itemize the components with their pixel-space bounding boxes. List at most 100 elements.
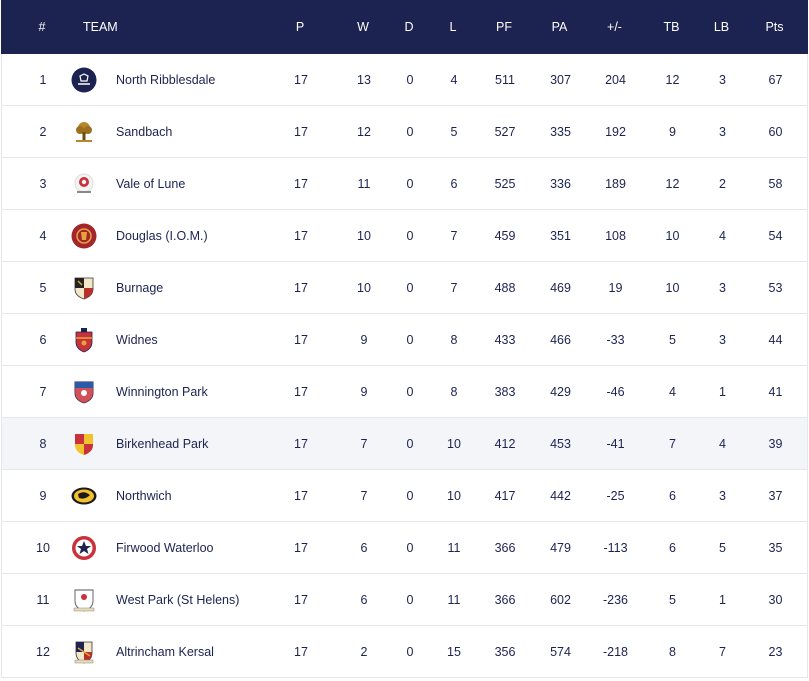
won: 2 [360,644,368,659]
points-difference: -41 [606,436,625,451]
team-name[interactable]: Vale of Lune [116,176,186,191]
points-difference: -236 [602,592,629,607]
points-against: 469 [550,280,571,295]
table-row[interactable]: 7 Winnington Park 17 9 0 8 383 429 -46 4… [1,366,808,418]
row-team[interactable]: Northwich [71,482,262,509]
points-against: 429 [550,384,571,399]
row-team[interactable]: Firwood Waterloo [71,534,262,561]
row-team[interactable]: Widnes [75,326,262,353]
burnage-crest-icon [70,274,97,301]
table-row[interactable]: 8 Birkenhead Park 17 7 0 10 412 453 -41 … [1,418,808,470]
points: 60 [768,124,783,139]
try-bonus: 9 [669,124,676,139]
douglas-crest-icon [70,222,97,249]
try-bonus: 12 [665,72,680,87]
row-position: 3 [39,176,47,191]
table-row[interactable]: 5 Burnage 17 10 0 7 488 469 19 10 3 53 [1,262,808,314]
losing-bonus: 3 [719,72,726,87]
losing-bonus: 3 [719,124,726,139]
row-team[interactable]: Altrincham Kersal [74,638,262,665]
won: 6 [360,592,368,607]
row-position: 9 [39,488,47,503]
points-for: 383 [494,384,516,399]
points-against: 602 [550,592,571,607]
won: 10 [357,228,371,243]
team-name[interactable]: Sandbach [116,124,173,139]
lost: 11 [447,592,461,607]
try-bonus: 6 [669,540,676,555]
row-team[interactable]: Douglas (I.O.M.) [71,222,262,249]
row-team[interactable]: North Ribblesdale [71,66,262,93]
drawn: 0 [406,384,414,399]
winnington-park-crest-icon [70,378,97,405]
team-name[interactable]: Birkenhead Park [116,436,209,451]
team-name[interactable]: Douglas (I.O.M.) [116,228,208,243]
lost: 6 [450,176,458,191]
row-team[interactable]: Vale of Lune [74,170,262,197]
points: 58 [768,176,783,191]
table-row[interactable]: 3 Vale of Lune 17 11 0 6 525 336 189 12 … [1,158,808,210]
team-name[interactable]: Altrincham Kersal [116,644,214,659]
losing-bonus: 3 [719,280,726,295]
row-team[interactable]: Birkenhead Park [74,430,262,457]
team-name[interactable]: West Park (St Helens) [116,592,240,607]
points: 35 [768,540,783,555]
birkenhead-park-crest-icon [70,430,97,457]
table-row[interactable]: 10 Firwood Waterloo 17 6 0 11 366 479 -1… [1,522,808,574]
row-position: 8 [39,436,47,451]
losing-bonus: 1 [719,592,726,607]
header-points-against: PA [551,20,568,34]
points-against: 351 [550,228,571,243]
table-row[interactable]: 4 Douglas (I.O.M.) 17 10 0 7 459 351 108… [1,210,808,262]
table-row[interactable]: 9 Northwich 17 7 0 10 417 442 -25 6 3 37 [1,470,808,522]
points-against: 479 [550,540,571,555]
try-bonus: 5 [669,592,676,607]
team-name[interactable]: Widnes [116,332,158,347]
row-team[interactable]: Burnage [74,274,262,301]
losing-bonus: 4 [719,436,726,451]
header-try-bonus: TB [663,20,680,34]
try-bonus: 10 [665,228,680,243]
try-bonus: 5 [669,332,676,347]
points-for: 525 [494,176,516,191]
team-name[interactable]: North Ribblesdale [116,72,216,87]
row-position: 10 [36,540,50,555]
table-row[interactable]: 12 Altrincham Kersal 17 2 0 15 356 574 -… [1,626,808,678]
header-team: TEAM [83,20,118,34]
won: 9 [360,332,368,347]
table-row[interactable]: 11 West Park (St Helens) 17 6 0 11 366 6… [1,574,808,626]
points: 41 [768,384,783,399]
points-difference: -46 [606,384,625,399]
firwood-waterloo-crest-icon [70,534,97,561]
team-name[interactable]: Burnage [116,280,164,295]
points-for: 366 [494,592,516,607]
played: 17 [294,280,308,295]
points-difference: -113 [603,540,628,555]
drawn: 0 [406,436,414,451]
team-name[interactable]: Winnington Park [116,384,208,399]
won: 7 [360,488,368,503]
table-row[interactable]: 1 North Ribblesdale 17 13 0 4 511 307 20… [1,54,808,106]
won: 11 [357,176,371,191]
header-pos: # [38,20,46,34]
table-row[interactable]: 2 Sandbach 17 12 0 5 527 335 192 9 3 60 [1,106,808,158]
points: 30 [768,592,783,607]
lost: 8 [450,384,458,399]
table-row[interactable]: 6 Widnes 17 9 0 8 433 466 -33 5 3 44 [1,314,808,366]
points-for: 417 [494,488,516,503]
team-name[interactable]: Firwood Waterloo [116,540,214,555]
won: 9 [360,384,368,399]
losing-bonus: 1 [719,384,726,399]
sandbach-crest-icon [70,118,97,145]
row-team[interactable]: Sandbach [75,118,262,145]
widnes-crest-icon [70,326,97,353]
losing-bonus: 7 [719,644,726,659]
table-header: # TEAM P W D L PF PA +/- TB LB Pts [1,0,808,54]
losing-bonus: 5 [719,540,726,555]
played: 17 [294,644,308,659]
team-name[interactable]: Northwich [116,488,172,503]
try-bonus: 6 [669,488,676,503]
row-team[interactable]: West Park (St Helens) [73,586,262,613]
row-team[interactable]: Winnington Park [74,378,262,405]
